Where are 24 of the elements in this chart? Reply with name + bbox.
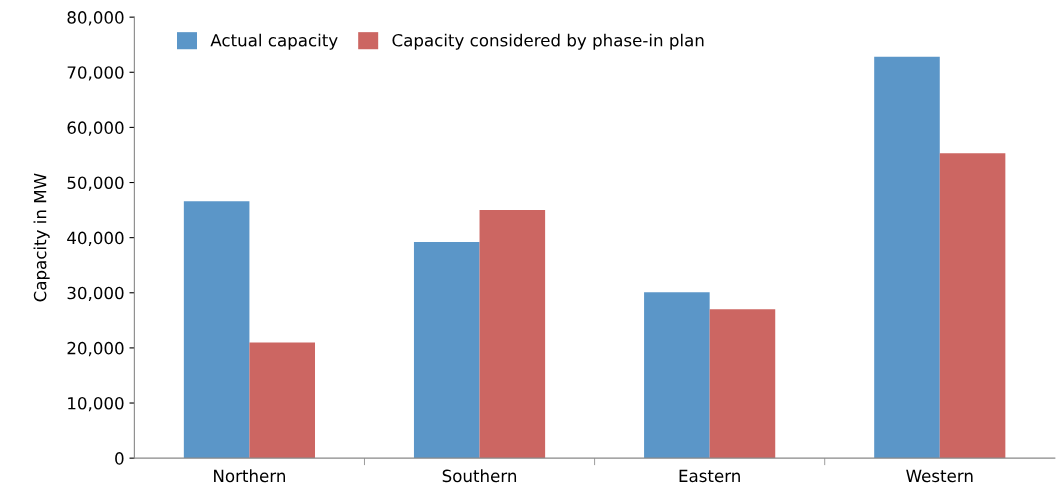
bar [249,342,316,459]
y-tick-label: 40,000 [67,231,124,246]
y-tick-label: 80,000 [67,11,124,26]
bar [709,309,776,459]
x-tick-label: Western [906,469,973,483]
bar [939,153,1006,459]
y-tick-label: 10,000 [68,396,124,412]
bar [183,201,250,459]
y-tick-label: 0 [115,452,124,465]
x-tick-label: Northern [214,469,285,483]
bar [644,292,710,459]
bar [479,210,546,459]
y-tick-label: 20,000 [67,341,124,357]
y-axis-title: Capacity in MW [33,173,50,302]
legend-label: Actual capacity [210,33,338,50]
y-tick-label: 50,000 [67,176,124,191]
bar [874,56,940,459]
y-tick-label: 70,000 [67,66,124,81]
bar [413,242,480,459]
x-tick-label: Eastern [679,469,740,483]
y-tick-label: 30,000 [67,286,124,302]
legend-label: Capacity considered by phase-in plan [392,33,704,50]
y-tick-label: 60,000 [67,121,124,136]
x-tick-label: Southern [442,469,517,483]
